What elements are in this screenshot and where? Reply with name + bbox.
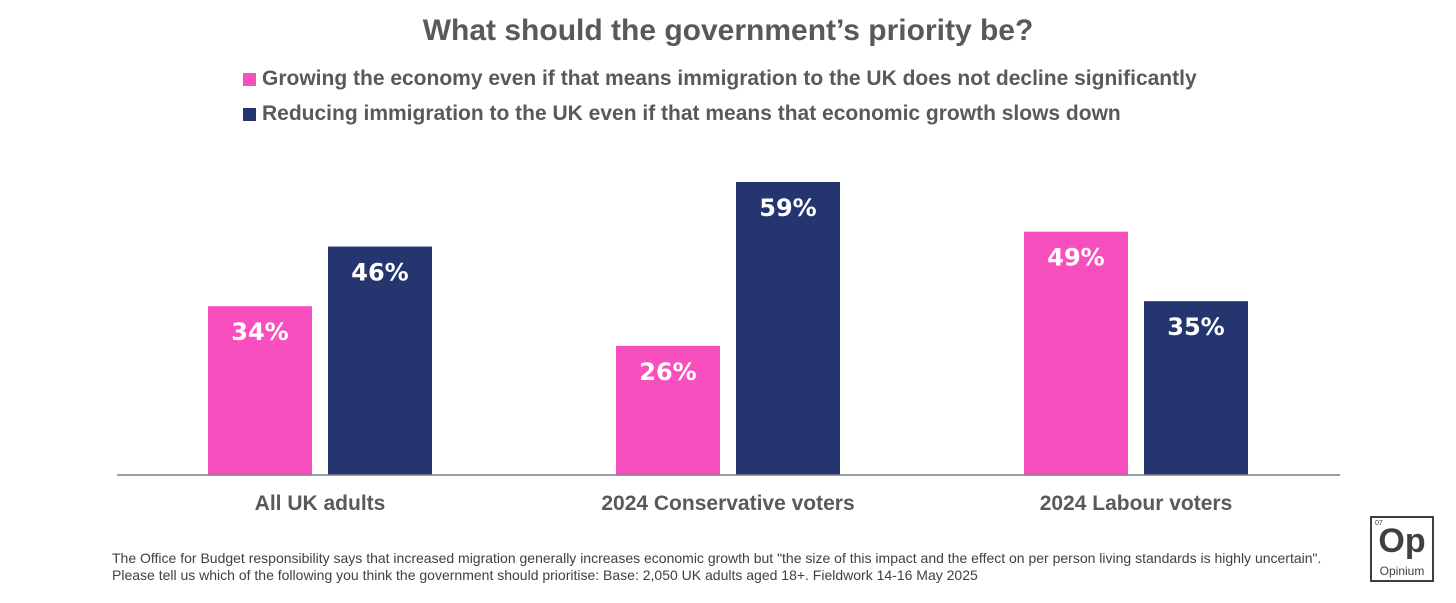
footnote: The Office for Budget responsibility say… <box>112 550 1322 583</box>
data-label-growing-economy-0: 34% <box>231 318 288 346</box>
legend-label: Growing the economy even if that means i… <box>262 67 1197 90</box>
bar-reducing-immigration-0 <box>328 246 432 475</box>
legend-swatch-navy <box>243 107 256 121</box>
legend-item-reducing-immigration: Reducing immigration to the UK even if t… <box>243 99 1121 129</box>
chart-title: What should the government’s priority be… <box>422 14 1034 47</box>
bars-layer: 34% 46% All UK adults 26% 59% 2024 Conservati… <box>208 182 1248 515</box>
category-label-0: All UK adults <box>255 492 386 515</box>
logo-number: 07 <box>1375 520 1383 527</box>
category-label-2: 2024 Labour voters <box>1040 492 1233 515</box>
bar-growing-economy-1 <box>616 345 720 475</box>
bar-reducing-immigration-2 <box>1144 301 1248 475</box>
data-label-growing-economy-2: 49% <box>1047 244 1104 272</box>
bar-growing-economy-2 <box>1024 231 1128 475</box>
data-label-reducing-immigration-1: 59% <box>759 194 816 222</box>
legend-swatch-pink <box>243 72 256 86</box>
opinium-logo: 07 Op Opinium <box>1370 516 1434 582</box>
legend-label: Reducing immigration to the UK even if t… <box>262 102 1121 125</box>
data-label-reducing-immigration-0: 46% <box>351 259 408 287</box>
logo-mark: Op <box>1378 522 1426 560</box>
bar-reducing-immigration-1 <box>736 182 840 475</box>
logo-name: Opinium <box>1379 564 1425 578</box>
legend-item-growing-economy: Growing the economy even if that means i… <box>243 64 1197 94</box>
data-label-growing-economy-1: 26% <box>639 358 696 386</box>
bar-growing-economy-0 <box>208 306 312 475</box>
category-label-1: 2024 Conservative voters <box>601 492 854 515</box>
data-label-reducing-immigration-2: 35% <box>1167 313 1224 341</box>
